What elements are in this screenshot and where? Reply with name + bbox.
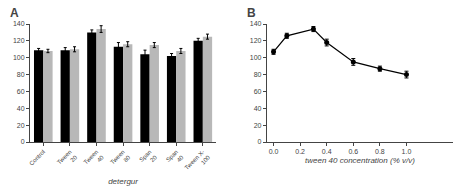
svg-text:Tween80: Tween80 bbox=[109, 148, 132, 171]
svg-text:0.0: 0.0 bbox=[269, 148, 279, 155]
svg-text:140: 140 bbox=[13, 20, 25, 27]
svg-text:40: 40 bbox=[254, 105, 262, 112]
svg-text:60: 60 bbox=[254, 88, 262, 95]
svg-text:Control: Control bbox=[28, 149, 46, 167]
svg-text:120: 120 bbox=[250, 37, 262, 44]
svg-text:60: 60 bbox=[17, 88, 25, 95]
svg-text:Span40: Span40 bbox=[165, 148, 185, 168]
svg-text:A: A bbox=[10, 6, 19, 20]
svg-text:120: 120 bbox=[13, 37, 25, 44]
svg-text:B: B bbox=[247, 6, 256, 20]
svg-text:0.4: 0.4 bbox=[322, 148, 332, 155]
svg-text:0.2: 0.2 bbox=[295, 148, 305, 155]
svg-text:0.6: 0.6 bbox=[348, 148, 358, 155]
svg-text:0: 0 bbox=[258, 138, 262, 145]
svg-text:Tween X-100: Tween X-100 bbox=[183, 148, 211, 176]
svg-text:140: 140 bbox=[250, 20, 262, 27]
svg-text:Tween20: Tween20 bbox=[56, 148, 79, 171]
svg-text:100: 100 bbox=[13, 54, 25, 61]
svg-text:0.8: 0.8 bbox=[375, 148, 385, 155]
svg-text:40: 40 bbox=[17, 105, 25, 112]
svg-text:80: 80 bbox=[17, 71, 25, 78]
svg-text:20: 20 bbox=[17, 122, 25, 129]
svg-text:0: 0 bbox=[21, 138, 25, 145]
svg-text:100: 100 bbox=[250, 54, 262, 61]
svg-text:80: 80 bbox=[254, 71, 262, 78]
svg-text:detergur: detergur bbox=[108, 177, 138, 186]
svg-text:1.0: 1.0 bbox=[402, 148, 412, 155]
svg-text:tween 40 concentration (% v/v): tween 40 concentration (% v/v) bbox=[305, 156, 415, 165]
svg-text:20: 20 bbox=[254, 122, 262, 129]
svg-text:Tween40: Tween40 bbox=[83, 148, 106, 171]
svg-text:Span20: Span20 bbox=[138, 148, 158, 168]
